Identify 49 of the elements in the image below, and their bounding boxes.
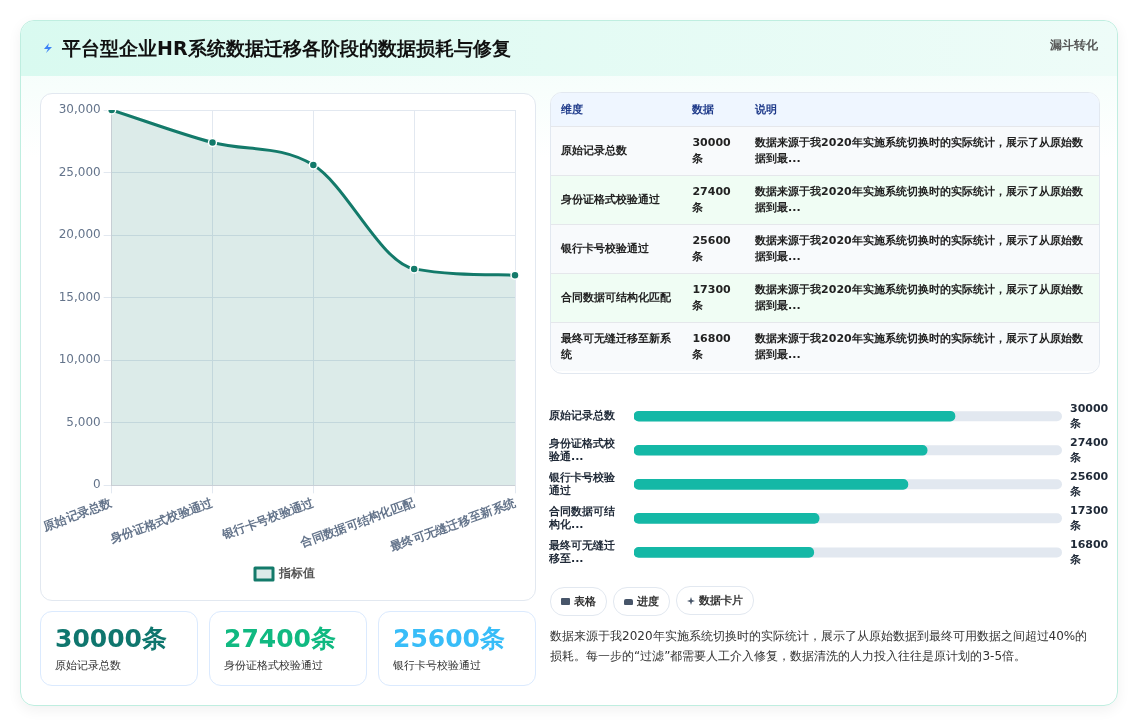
text: 数据来源于我2020年实施系统切换时的实际统计，展示了从原始数据到最...	[745, 273, 1099, 323]
text: 银行卡号校验通过	[393, 658, 481, 673]
legend-label: 指标值	[278, 566, 315, 581]
y-tick-label: 30,000	[58, 102, 101, 117]
text: 数据来源于我2020年实施系统切换时的实际统计，展示了从原始数据到最...	[745, 224, 1099, 274]
text: 数据卡片	[676, 586, 754, 615]
text: 17300条	[682, 273, 746, 323]
data-label: 17300条	[1069, 504, 1109, 533]
category-label: 维度	[551, 93, 683, 127]
text: 数据来源于我2020年实施系统切换时的实际统计，展示了从原始数据到最...	[745, 322, 1099, 371]
text: 25600条	[393, 623, 505, 655]
data-label: 16800条	[1069, 538, 1109, 567]
text: 25600条	[682, 224, 746, 274]
y-tick-label: 5,000	[66, 414, 101, 429]
y-tick-label: 银行卡号校验通过	[548, 470, 616, 497]
chart-title: 平台型企业HR系统数据迁移各阶段的数据损耗与修复	[62, 36, 511, 61]
y-tick-label: 20,000	[58, 227, 101, 242]
data-label: 27400条	[1069, 436, 1109, 465]
y-tick-label: 10,000	[58, 352, 101, 367]
text: 身份证格式校验通过	[551, 175, 683, 225]
y-tick-label: 合同数据可结构化...	[548, 504, 615, 531]
point	[207, 137, 218, 148]
y-tick-label: 最终可无缝迁移至...	[548, 538, 615, 565]
text: 数据来源于我2020年实施系统切换时的实际统计，展示了从原始数据到最终可用数据之间超过40%的损耗。每一步的“过滤”都需要人工介入修复，数据清洗的人力投入往往是原计划的3-5倍。	[550, 628, 1089, 665]
category-label: 数据	[682, 93, 746, 127]
text: 漏斗转化	[1050, 37, 1098, 54]
text: 27400条	[682, 175, 746, 225]
text: 30000条	[55, 623, 167, 655]
point	[409, 264, 419, 274]
point	[308, 160, 319, 170]
category-label: 说明	[745, 93, 1099, 127]
data-label: 30000条	[1069, 402, 1109, 431]
text: 最终可无缝迁移至新系统	[551, 322, 683, 371]
text: 27400条	[224, 623, 336, 655]
text: 数据来源于我2020年实施系统切换时的实际统计，展示了从原始数据到最...	[745, 126, 1099, 176]
text: 表格	[550, 586, 607, 616]
data-label: 25600条	[1069, 470, 1109, 499]
text: 16800条	[682, 322, 746, 371]
text: 合同数据可结构化匹配	[551, 273, 683, 323]
y-tick-label: 15,000	[58, 289, 101, 304]
y-tick-label: 身份证格式校验通...	[548, 436, 616, 463]
text: 身份证格式校验通过	[224, 658, 323, 673]
text: 进度	[613, 587, 670, 616]
point	[510, 270, 520, 280]
text: 数据来源于我2020年实施系统切换时的实际统计，展示了从原始数据到最...	[745, 175, 1099, 225]
y-tick-label: 原始记录总数	[548, 409, 616, 423]
text: 30000条	[682, 126, 746, 176]
y-tick-label: 0	[93, 477, 101, 492]
y-tick-label: 25,000	[58, 164, 101, 179]
